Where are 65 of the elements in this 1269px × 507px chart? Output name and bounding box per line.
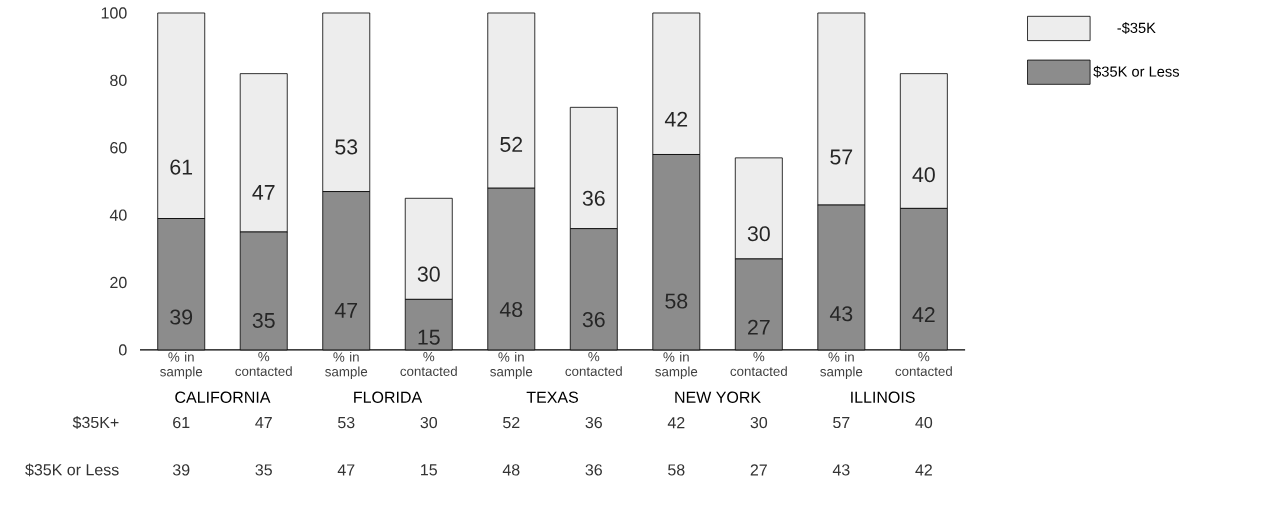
y-tick-label: 100 [101, 7, 127, 19]
text: 30 [420, 417, 438, 429]
text: CALIFORNIA [175, 391, 271, 404]
text: 35 [255, 464, 272, 476]
data-label: 47 [334, 303, 358, 318]
text: 47 [337, 464, 355, 476]
text: 47 [255, 417, 272, 429]
text: 36 [585, 464, 602, 476]
text: TEXAS [526, 391, 579, 404]
data-label: 42 [664, 111, 688, 127]
data-label: 57 [830, 149, 853, 165]
data-label: 40 [912, 167, 935, 183]
text: 42 [915, 464, 932, 476]
text: 40 [915, 417, 933, 429]
x-tick-label: % in sample [655, 352, 698, 380]
text: 61 [173, 417, 190, 429]
legend-label: $35K or Less [1093, 66, 1180, 78]
y-tick-label: 0 [118, 344, 127, 356]
y-tick-label: 80 [110, 74, 127, 87]
data-label: 43 [829, 306, 853, 322]
data-label: 36 [582, 312, 605, 328]
x-tick-label: % in sample [325, 352, 368, 380]
text: 39 [172, 464, 190, 476]
data-label: 39 [170, 309, 193, 325]
text: 43 [832, 464, 850, 476]
x-tick-label: % in sample [820, 352, 863, 380]
data-label: 47 [252, 185, 275, 200]
y-tick-label: 60 [110, 142, 127, 154]
text: 42 [667, 417, 685, 429]
y-tick-label: 20 [110, 277, 127, 289]
text: 15 [421, 464, 437, 476]
data-label: 35 [252, 313, 275, 329]
x-tick-label: % contacted [235, 352, 292, 377]
text: $35K+ [72, 416, 119, 430]
x-tick-label: % in sample [160, 352, 203, 380]
x-tick-label: % in sample [490, 352, 533, 380]
data-label: 27 [748, 319, 770, 335]
x-tick-label: % contacted [730, 352, 787, 377]
x-tick-label: % contacted [895, 352, 952, 377]
data-label: 58 [665, 293, 688, 309]
text: 48 [502, 464, 520, 476]
text: 57 [833, 417, 850, 429]
data-label: 53 [335, 139, 358, 155]
text: 53 [338, 417, 355, 429]
text: $35K or Less [25, 463, 119, 477]
data-label: 15 [418, 330, 440, 345]
y-tick-label: 40 [109, 209, 127, 222]
text: 58 [668, 464, 685, 476]
data-label: 42 [912, 307, 935, 323]
data-label: 52 [500, 137, 523, 153]
text: ILLINOIS [851, 391, 915, 404]
data-label: 30 [747, 226, 770, 242]
data-label: 36 [582, 190, 605, 207]
text: 27 [750, 464, 767, 476]
x-tick-label: % contacted [565, 352, 622, 377]
text: NEW YORK [675, 391, 761, 404]
data-label: 61 [170, 159, 193, 175]
data-label: 48 [499, 302, 523, 318]
data-label: 30 [417, 266, 440, 282]
text: 36 [585, 417, 602, 429]
text: 52 [503, 417, 520, 429]
legend-label: -$35K [1117, 22, 1156, 35]
text: FLORIDA [354, 391, 423, 404]
x-tick-label: % contacted [400, 352, 457, 377]
text: 30 [750, 417, 768, 429]
